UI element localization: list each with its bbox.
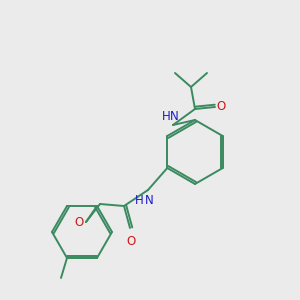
Text: O: O bbox=[74, 215, 84, 229]
Text: O: O bbox=[126, 235, 136, 248]
Text: H: H bbox=[135, 194, 143, 207]
Text: N: N bbox=[169, 110, 178, 123]
Text: N: N bbox=[145, 194, 153, 207]
Text: H: H bbox=[162, 110, 170, 123]
Text: O: O bbox=[216, 100, 226, 113]
